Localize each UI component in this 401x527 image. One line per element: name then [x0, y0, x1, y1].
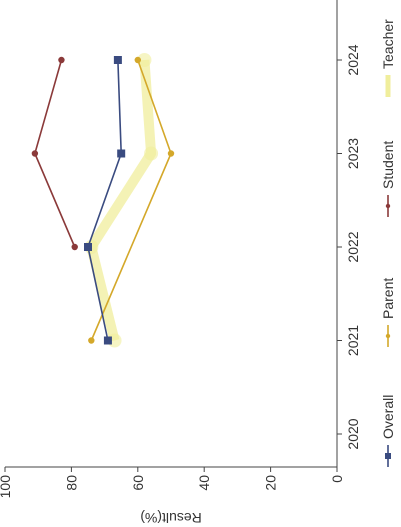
legend-item-student: Student	[380, 141, 396, 217]
data-point-student	[31, 150, 39, 157]
legend-marker	[385, 203, 391, 209]
legend-label: Parent	[380, 278, 396, 319]
y-tick-label: 40	[196, 475, 212, 491]
x-tick-label: 2021	[345, 325, 361, 356]
legend-label: Student	[380, 141, 396, 189]
series-teacher	[84, 53, 159, 348]
x-tick-label: 2023	[345, 138, 361, 169]
legend-marker	[385, 453, 391, 459]
series-line-student	[34, 59, 76, 248]
y-tick-label: 60	[130, 475, 146, 491]
data-point-teacher	[137, 53, 152, 67]
legend-label: Teacher	[380, 19, 396, 69]
series-line-overall	[87, 59, 122, 341]
legend-marker	[385, 333, 391, 339]
data-point-overall	[84, 243, 92, 251]
data-point-parent	[167, 150, 175, 157]
x-tick-label: 2020	[345, 418, 361, 449]
data-point-overall	[103, 336, 112, 345]
y-tick-label: 100	[0, 475, 13, 499]
data-point-parent	[88, 337, 95, 344]
data-point-student	[58, 56, 65, 64]
series-parent	[88, 56, 175, 344]
y-tick-label: 0	[329, 475, 345, 483]
y-axis-label: Result(%)	[140, 510, 201, 526]
series-overall	[84, 56, 126, 345]
series-line-teacher	[86, 59, 157, 342]
data-point-student	[71, 243, 78, 251]
data-point-parent	[134, 56, 142, 64]
y-tick-label: 80	[63, 475, 79, 491]
legend-item-teacher: Teacher	[380, 19, 396, 97]
legend-label: Overall	[380, 395, 396, 439]
series-student	[31, 56, 78, 251]
x-tick-label: 2022	[345, 231, 361, 262]
data-point-teacher	[144, 146, 159, 161]
data-point-overall	[117, 149, 126, 158]
legend-item-parent: Parent	[380, 278, 396, 347]
legend-item-overall: Overall	[380, 395, 396, 467]
x-tick-label: 2024	[345, 44, 361, 75]
data-point-overall	[113, 56, 122, 64]
y-tick-label: 20	[263, 475, 279, 491]
